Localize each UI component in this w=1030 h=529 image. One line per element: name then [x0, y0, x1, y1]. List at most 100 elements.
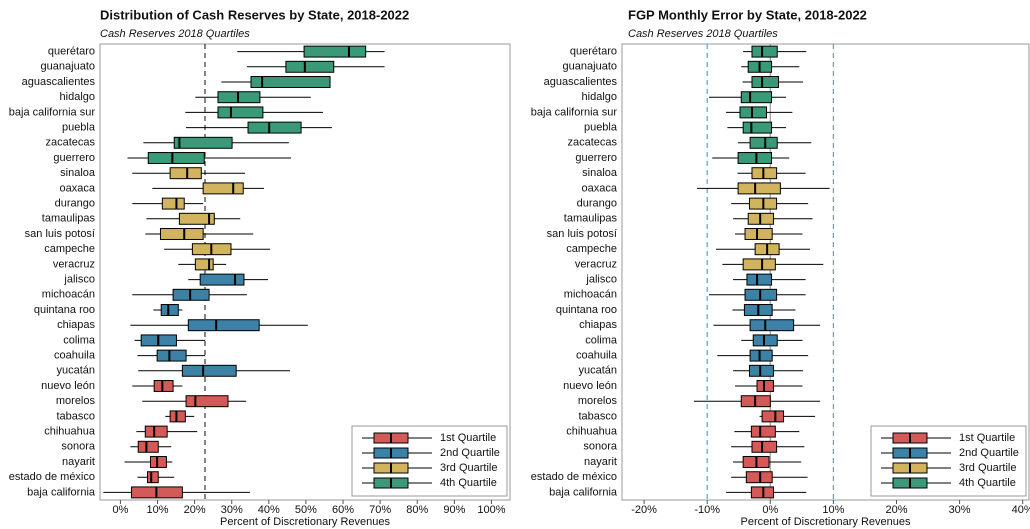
legend-label: 2nd Quartile — [959, 447, 1019, 459]
y-tick-label: aguascalientes — [544, 76, 618, 88]
box — [202, 182, 244, 195]
x-tick-label: 90% — [443, 504, 465, 516]
box — [247, 121, 302, 134]
legend-label: 1st Quartile — [959, 432, 1015, 444]
y-tick-label: chiapas — [579, 319, 617, 331]
y-tick-label: baja california — [27, 486, 96, 498]
y-tick-label: tamaulipas — [42, 213, 96, 225]
y-tick-label: chihuahua — [566, 426, 618, 438]
x-tick-label: -20% — [631, 504, 657, 516]
box — [153, 380, 174, 392]
legend-label: 4th Quartile — [959, 477, 1016, 489]
y-tick-label: durango — [577, 198, 617, 210]
y-tick-label: campeche — [44, 243, 95, 255]
box — [173, 136, 233, 149]
box — [746, 273, 773, 286]
y-tick-label: yucatán — [56, 365, 95, 377]
y-tick-label: aguascalientes — [22, 76, 96, 88]
y-tick-label: estado de méxico — [531, 471, 617, 483]
box — [144, 425, 168, 438]
y-tick-label: san luis potosí — [25, 228, 95, 240]
y-tick-label: guanajuato — [41, 61, 95, 73]
y-tick-label: quintana roo — [34, 304, 95, 316]
x-tick-label: 0% — [112, 504, 128, 516]
y-tick-label: morelos — [578, 395, 618, 407]
y-tick-label: sinaloa — [582, 167, 618, 179]
y-tick-label: guerrero — [575, 152, 617, 164]
y-tick-label: puebla — [62, 122, 96, 134]
legend-label: 3rd Quartile — [440, 462, 497, 474]
plot-area — [99, 43, 511, 501]
y-tick-label: campeche — [566, 243, 617, 255]
y-tick-label: baja california sur — [531, 106, 618, 118]
box — [742, 121, 773, 134]
x-tick-label: 20% — [885, 504, 907, 516]
box — [744, 228, 773, 240]
y-tick-label: yucatán — [578, 365, 617, 377]
box — [181, 364, 237, 377]
box — [185, 395, 229, 408]
chart-title: Distribution of Cash Reserves by State, … — [100, 7, 409, 22]
y-tick-label: jalisco — [585, 274, 617, 286]
x-tick-label: 40% — [258, 504, 280, 516]
y-tick-label: tabasco — [56, 410, 95, 422]
y-tick-label: michoacán — [564, 289, 617, 301]
box — [739, 106, 768, 119]
y-tick-label: morelos — [56, 395, 96, 407]
y-tick-label: nayarit — [62, 456, 95, 468]
y-tick-label: oaxaca — [582, 182, 618, 194]
x-tick-label: 0% — [762, 504, 778, 516]
x-tick-label: 30% — [949, 504, 971, 516]
y-tick-label: baja california — [549, 486, 618, 498]
chart-subtitle: Cash Reserves 2018 Quartiles — [628, 28, 778, 40]
y-tick-label: querétaro — [48, 46, 95, 58]
box — [199, 273, 245, 286]
y-tick-label: oaxaca — [60, 182, 96, 194]
y-tick-label: quintana roo — [556, 304, 617, 316]
box — [751, 45, 778, 58]
y-tick-label: veracruz — [575, 258, 617, 270]
box — [742, 258, 776, 271]
box — [137, 440, 159, 453]
x-tick-label: 40% — [1012, 504, 1030, 516]
x-tick-label: -10% — [694, 504, 720, 516]
box — [187, 319, 260, 332]
legend-label: 2nd Quartile — [440, 447, 500, 459]
y-tick-label: durango — [55, 198, 95, 210]
x-tick-label: 80% — [406, 504, 428, 516]
y-tick-label: zacatecas — [567, 137, 617, 149]
x-tick-label: 60% — [332, 504, 354, 516]
x-tick-label: 30% — [221, 504, 243, 516]
x-tick-label: 10% — [822, 504, 844, 516]
box — [161, 197, 185, 210]
y-tick-label: hidalgo — [60, 91, 95, 103]
y-tick-label: tamaulipas — [564, 213, 618, 225]
x-tick-label: 20% — [184, 504, 206, 516]
y-tick-label: estado de méxico — [9, 471, 95, 483]
y-tick-label: nuevo león — [563, 380, 617, 392]
box — [194, 258, 214, 271]
box — [169, 167, 202, 180]
box — [159, 228, 204, 240]
legend-label: 1st Quartile — [440, 432, 496, 444]
box — [147, 152, 205, 164]
x-axis-label: Percent of Discretionary Revenues — [220, 516, 390, 528]
box — [740, 91, 773, 104]
box — [751, 440, 778, 453]
box — [761, 410, 785, 423]
y-tick-label: chihuahua — [44, 426, 96, 438]
legend-label: 3rd Quartile — [959, 462, 1016, 474]
box — [160, 304, 179, 316]
plot-area — [621, 43, 1030, 501]
box — [250, 76, 331, 88]
chart-subtitle: Cash Reserves 2018 Quartiles — [100, 28, 250, 40]
box — [285, 60, 335, 73]
box — [750, 425, 776, 438]
box — [156, 349, 187, 362]
y-tick-label: guanajuato — [563, 61, 617, 73]
chart-title: FGP Monthly Error by State, 2018-2022 — [628, 7, 867, 22]
y-tick-label: colima — [63, 334, 96, 346]
y-tick-label: colima — [585, 334, 618, 346]
